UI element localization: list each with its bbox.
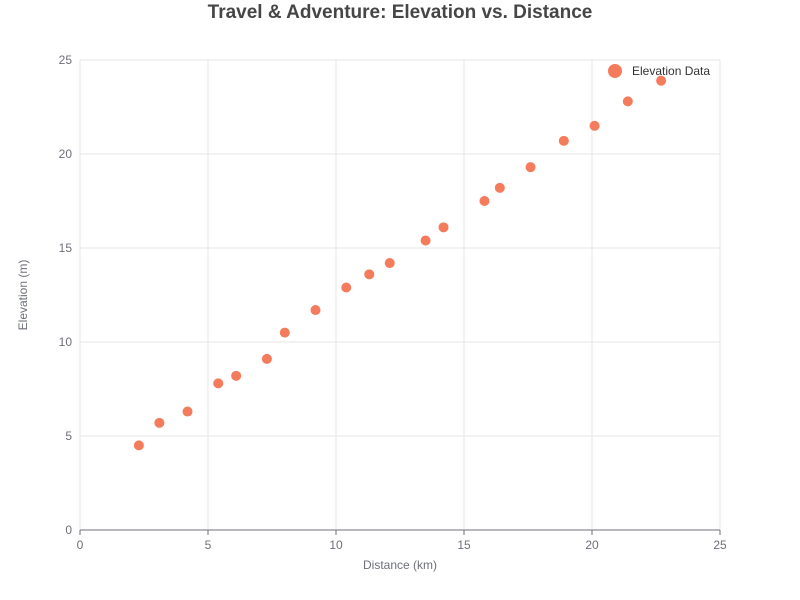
data-point[interactable] <box>341 282 352 293</box>
legend-marker <box>608 64 622 78</box>
y-tick-label: 0 <box>65 523 72 537</box>
x-tick-label: 25 <box>713 538 727 552</box>
data-point[interactable] <box>231 370 242 381</box>
data-point[interactable] <box>133 440 144 451</box>
chart-title: Travel & Adventure: Elevation vs. Distan… <box>207 2 593 23</box>
data-point[interactable] <box>494 182 505 193</box>
y-axis-title: Elevation (m) <box>16 260 30 331</box>
y-tick-label: 20 <box>59 147 73 161</box>
x-tick-label: 15 <box>457 538 471 552</box>
y-tick-label: 5 <box>65 429 72 443</box>
data-point[interactable] <box>589 120 600 131</box>
data-point[interactable] <box>622 96 633 107</box>
data-point[interactable] <box>310 305 321 316</box>
x-tick-label: 20 <box>585 538 599 552</box>
y-tick-label: 10 <box>59 335 73 349</box>
data-point[interactable] <box>525 162 536 173</box>
data-points <box>133 75 667 451</box>
tick-labels: 0 5 10 15 20 25 0 5 10 15 20 25 <box>59 53 727 552</box>
data-point[interactable] <box>261 353 272 364</box>
data-point[interactable] <box>438 222 449 233</box>
data-point[interactable] <box>420 235 431 246</box>
data-point[interactable] <box>154 417 165 428</box>
data-point[interactable] <box>384 258 395 269</box>
data-point[interactable] <box>279 327 290 338</box>
y-tick-label: 15 <box>59 241 73 255</box>
data-point[interactable] <box>479 196 490 206</box>
y-tick-label: 25 <box>59 53 73 67</box>
x-tick-label: 10 <box>329 538 343 552</box>
x-tick-label: 5 <box>205 538 212 552</box>
data-point[interactable] <box>213 378 224 389</box>
data-point[interactable] <box>656 75 667 86</box>
x-tick-label: 0 <box>77 538 84 552</box>
data-point[interactable] <box>558 135 569 146</box>
legend[interactable]: Elevation Data <box>608 64 710 78</box>
legend-label-elevation-data: Elevation Data <box>632 64 710 78</box>
data-point[interactable] <box>182 406 193 417</box>
data-point[interactable] <box>364 269 375 280</box>
grid <box>79 59 721 531</box>
x-axis-title: Distance (km) <box>363 558 437 572</box>
